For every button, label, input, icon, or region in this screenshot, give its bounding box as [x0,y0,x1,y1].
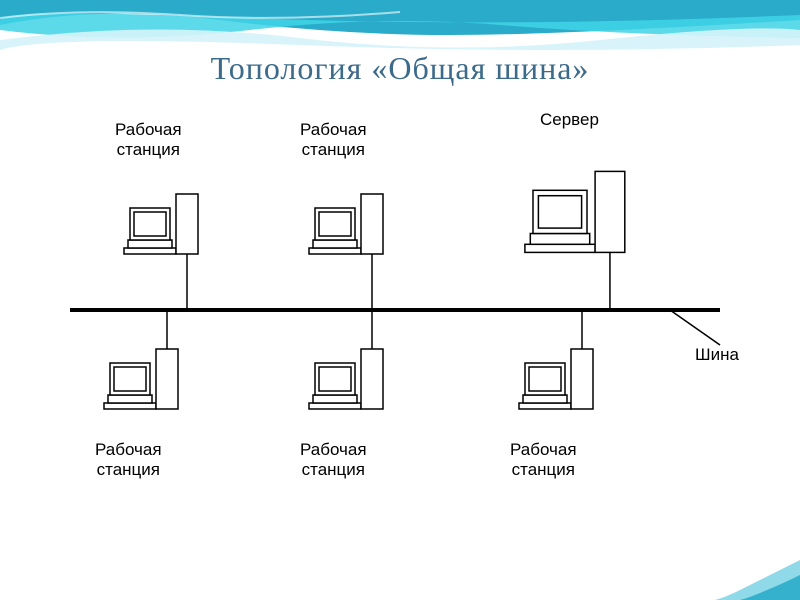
workstation-label: Рабочая станция [510,440,577,481]
workstation-label: Рабочая станция [300,440,367,481]
bus-topology-diagram: Рабочая станцияРабочая станцияСерверРабо… [50,120,750,540]
corner-decoration [700,540,800,600]
workstation-label: Рабочая станция [115,120,182,161]
bus-label: Шина [695,345,739,365]
workstation-label: Рабочая станция [95,440,162,481]
server-label: Сервер [540,110,599,130]
workstation-label: Рабочая станция [300,120,367,161]
page-title: Топология «Общая шина» [0,50,800,87]
